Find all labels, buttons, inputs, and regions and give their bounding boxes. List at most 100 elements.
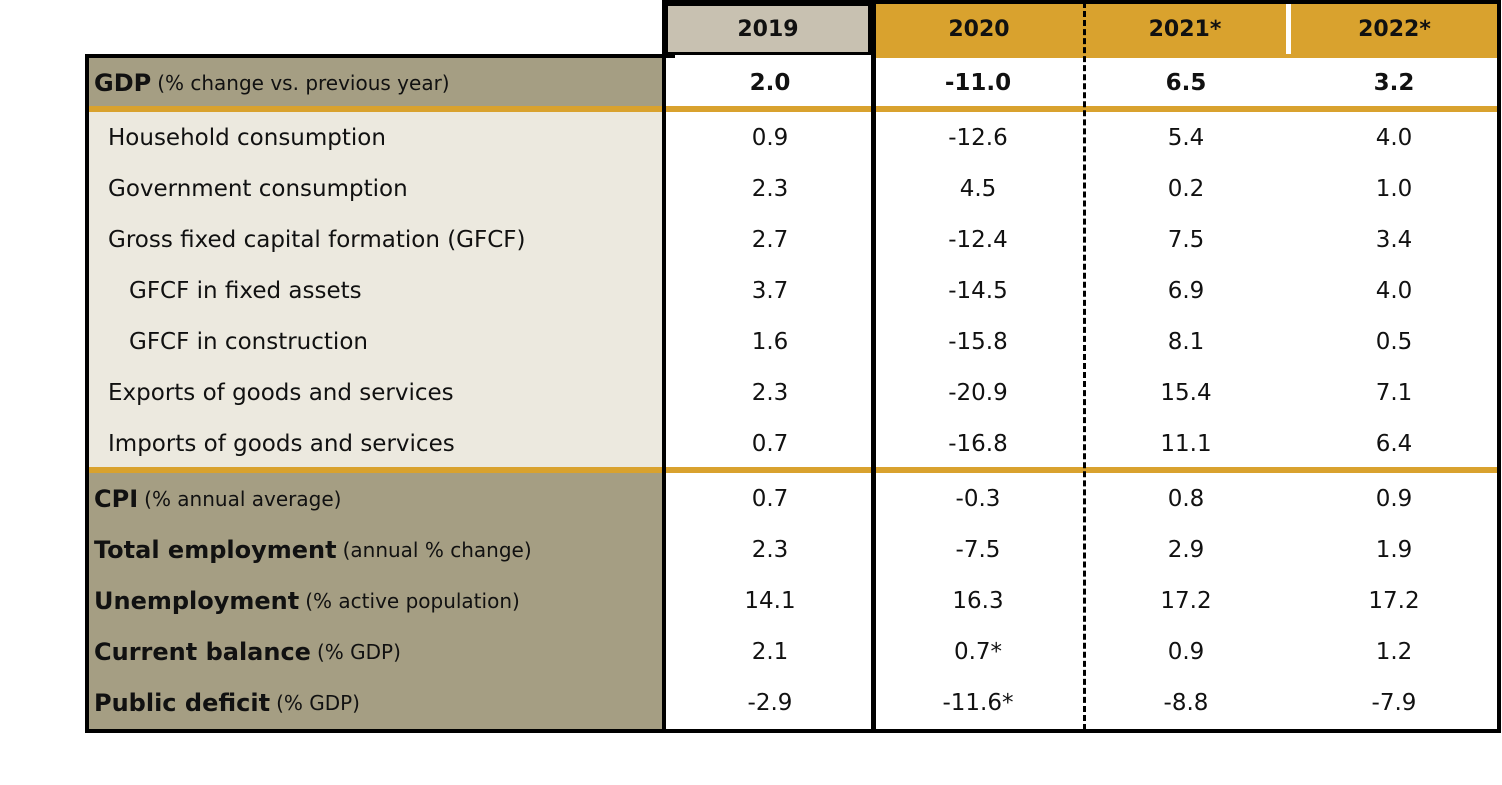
table-row: Exports of goods and services 2.3 -20.9 15.… [0, 367, 1502, 418]
table-row: GDP (% change vs. previous year) 2.0 -11.0 6… [0, 57, 1502, 108]
row-label-main: Unemployment [94, 586, 300, 615]
dashed-divider-2020-2021 [1083, 2, 1086, 730]
cell-value: 7.1 [1375, 379, 1413, 406]
cell-value: 2.3 [751, 175, 789, 202]
table-row: Total employment (annual % change) 2.3 -7.5… [0, 524, 1502, 575]
cell-value: 1.9 [1375, 536, 1413, 563]
row-label-note: (% change vs. previous year) [157, 70, 450, 95]
cell-value: 0.9 [1375, 485, 1413, 512]
cell-value: 14.1 [744, 587, 796, 614]
cell-value: -11.0 [944, 69, 1012, 96]
cell-value: 4.5 [959, 175, 997, 202]
label-panel-gdp [85, 55, 663, 107]
row-label-main: Public deficit [94, 688, 271, 717]
header-2021-label: 2021* [1148, 16, 1222, 42]
row-label: GDP (% change vs. previous year) [94, 57, 450, 108]
header-top-border [662, 0, 1501, 4]
cell-value: 1.2 [1375, 638, 1413, 665]
cell-value: -7.9 [1371, 689, 1417, 716]
row-label: Household consumption [108, 124, 386, 151]
row-label: GFCF in fixed assets [129, 277, 362, 304]
gold-rule-bottom [85, 467, 1498, 473]
cell-value: 2.3 [751, 536, 789, 563]
right-border-header [1497, 0, 1501, 60]
gdp-row-top-border [85, 54, 675, 58]
label-divider [662, 0, 666, 733]
outer-border [85, 55, 1501, 733]
cell-value: -12.6 [948, 124, 1008, 151]
cell-value: 3.4 [1375, 226, 1413, 253]
cell-value: 1.6 [751, 328, 789, 355]
cell-value: 0.9 [1167, 638, 1205, 665]
row-label: Government consumption [108, 175, 408, 202]
cell-value: 6.5 [1165, 69, 1207, 96]
row-label-main: Current balance [94, 637, 311, 666]
row-label: Unemployment (% active population) [94, 575, 520, 626]
cell-value: 3.7 [751, 277, 789, 304]
row-label-main: GDP [94, 68, 152, 97]
row-label: Gross fixed capital formation (GFCF) [108, 226, 526, 253]
col-divider-2019-2020 [871, 0, 876, 733]
cell-value: 11.1 [1160, 430, 1212, 457]
label-panel-components [85, 111, 663, 468]
row-label-note: (% GDP) [316, 639, 401, 664]
cell-value: -0.3 [955, 485, 1001, 512]
cell-value: 2.0 [749, 69, 791, 96]
cell-value: 17.2 [1368, 587, 1420, 614]
table-row: GFCF in construction 1.6 -15.8 8.1 0.5 [0, 316, 1502, 367]
cell-value: 0.9 [751, 124, 789, 151]
table-row: Government consumption 2.3 4.5 0.2 1.0 [0, 163, 1502, 214]
cell-value: 6.9 [1167, 277, 1205, 304]
cell-value: -12.4 [948, 226, 1008, 253]
table-row: CPI (% annual average) 0.7 -0.3 0.8 0.9 [0, 473, 1502, 524]
row-label-note: (% active population) [305, 588, 520, 613]
header-2020-label: 2020 [948, 16, 1010, 42]
cell-value: 0.7 [751, 485, 789, 512]
header-2019: 2019 [665, 3, 871, 55]
cell-value: -8.8 [1163, 689, 1209, 716]
gold-rule-gdp-top [874, 54, 1498, 58]
label-panel-indicators [85, 472, 663, 730]
table-row: Unemployment (% active population) 14.1 16.… [0, 575, 1502, 626]
cell-value: -15.8 [948, 328, 1008, 355]
table-row: Public deficit (% GDP) -2.9 -11.6* -8.8 -7.9 [0, 677, 1502, 728]
row-label-note: (% annual average) [144, 486, 342, 511]
cell-value: 7.5 [1167, 226, 1205, 253]
cell-value: 15.4 [1160, 379, 1212, 406]
row-label-note: (annual % change) [342, 537, 532, 562]
header-2022: 2022* [1291, 3, 1498, 55]
cell-value: 2.9 [1167, 536, 1205, 563]
row-label: Public deficit (% GDP) [94, 677, 360, 728]
cell-value: 2.7 [751, 226, 789, 253]
cell-value: 1.0 [1375, 175, 1413, 202]
cell-value: -7.5 [955, 536, 1001, 563]
row-label: Total employment (annual % change) [94, 524, 532, 575]
header-separator [1286, 3, 1291, 52]
cell-value: 5.4 [1167, 124, 1205, 151]
cell-value: -20.9 [948, 379, 1008, 406]
cell-value: 3.2 [1373, 69, 1415, 96]
row-label: Imports of goods and services [108, 430, 455, 457]
cell-value: -11.6* [942, 689, 1014, 716]
header-2022-label: 2022* [1358, 16, 1431, 42]
row-label-main: Total employment [94, 535, 337, 564]
cell-value: 17.2 [1160, 587, 1212, 614]
row-label: Current balance (% GDP) [94, 626, 401, 677]
cell-value: 0.7* [953, 638, 1003, 665]
cell-value: 8.1 [1167, 328, 1205, 355]
cell-value: 16.3 [952, 587, 1004, 614]
cell-value: 2.1 [751, 638, 789, 665]
row-label: GFCF in construction [129, 328, 368, 355]
header-2019-label: 2019 [737, 16, 799, 42]
cell-value: -2.9 [747, 689, 793, 716]
table-row: Current balance (% GDP) 2.1 0.7* 0.9 1.2 [0, 626, 1502, 677]
cell-value: 0.8 [1167, 485, 1205, 512]
table-row: Household consumption 0.9 -12.6 5.4 4.0 [0, 112, 1502, 163]
row-label-note: (% GDP) [276, 690, 360, 715]
row-label-main: CPI [94, 484, 139, 513]
cell-value: 4.0 [1375, 277, 1413, 304]
cell-value: -16.8 [948, 430, 1008, 457]
table-row: GFCF in fixed assets 3.7 -14.5 6.9 4.0 [0, 265, 1502, 316]
